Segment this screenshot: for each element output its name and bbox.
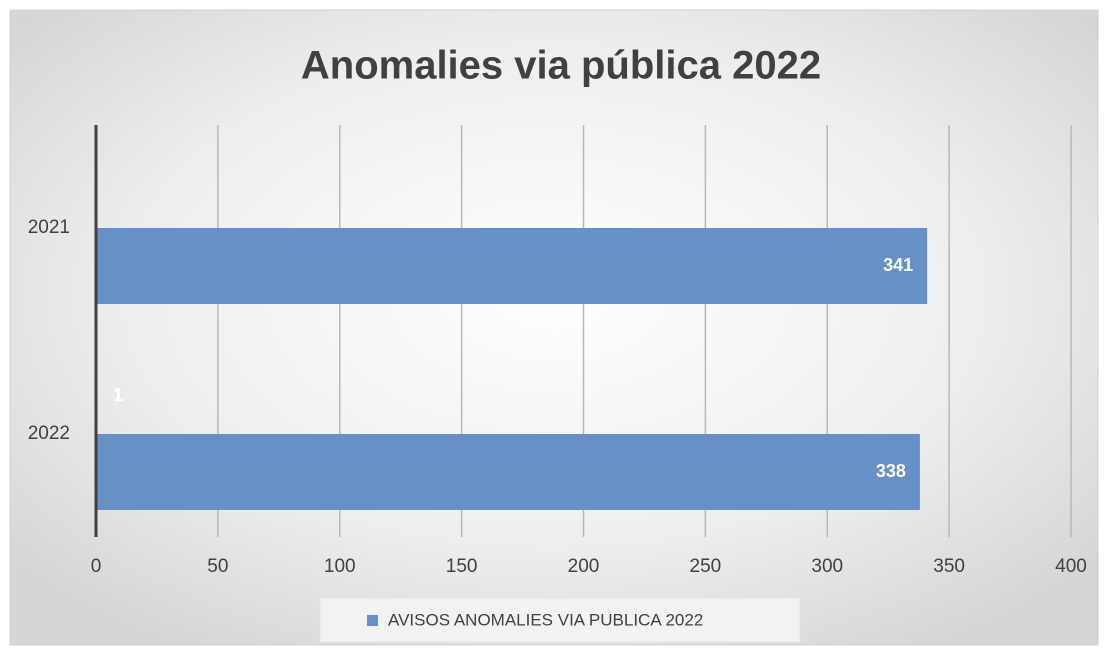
legend-label: AVISOS ANOMALIES VIA PUBLICA 2022 xyxy=(388,610,703,629)
legend-swatch xyxy=(367,615,378,626)
x-tick-label: 300 xyxy=(811,556,843,577)
bar xyxy=(96,434,920,510)
x-tick-label: 50 xyxy=(207,556,228,577)
y-tick-label: 2022 xyxy=(28,423,70,444)
chart-background xyxy=(9,9,1099,646)
chart-title: Anomalies via pública 2022 xyxy=(301,44,821,88)
x-tick-label: 0 xyxy=(91,556,102,577)
data-label: 341 xyxy=(883,255,913,275)
x-tick-label: 200 xyxy=(568,556,600,577)
x-tick-label: 250 xyxy=(690,556,722,577)
y-tick-label: 2021 xyxy=(28,217,70,238)
annotation: 1 xyxy=(113,385,123,405)
x-tick-label: 100 xyxy=(324,556,356,577)
x-tick-label: 400 xyxy=(1055,556,1087,577)
legend-box xyxy=(319,597,801,643)
bar xyxy=(96,228,928,304)
x-tick-label: 350 xyxy=(933,556,965,577)
x-tick-label: 150 xyxy=(446,556,478,577)
data-label: 338 xyxy=(876,461,906,481)
